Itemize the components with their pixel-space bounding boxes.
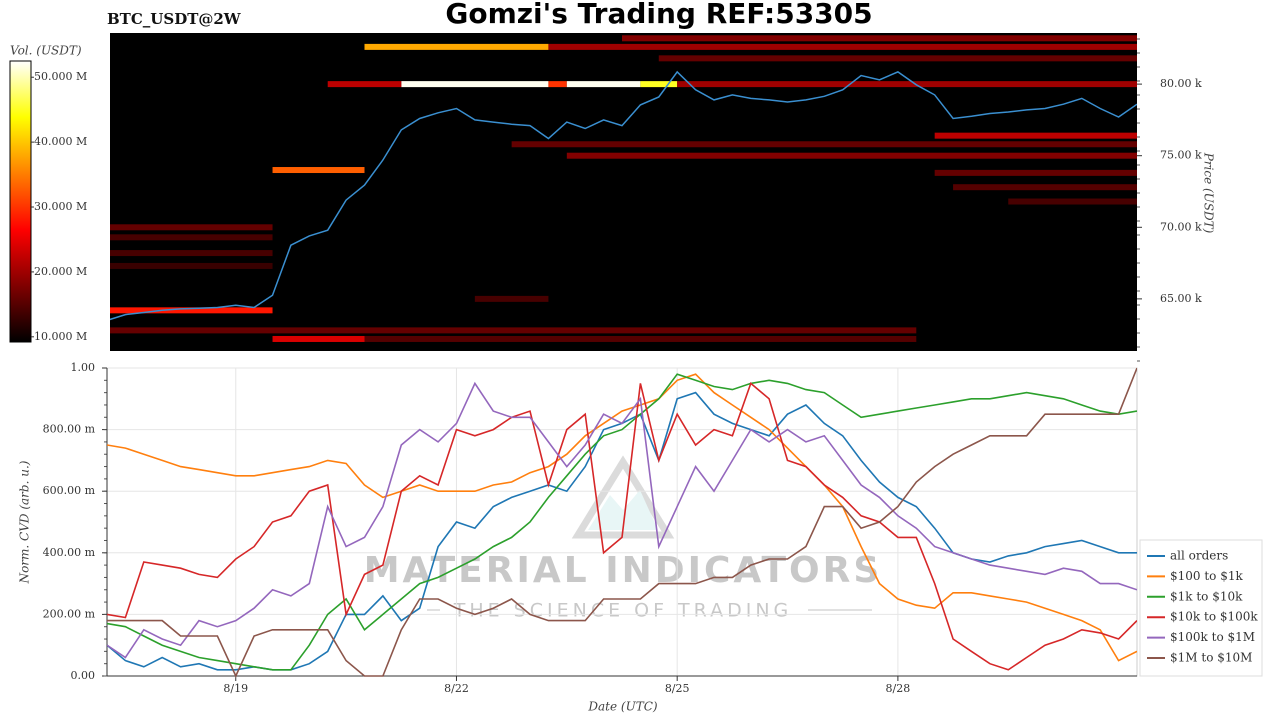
heatmap-cell — [272, 335, 365, 342]
y-tick-label: 65.00 k — [1160, 292, 1202, 305]
heatmap-cell — [364, 43, 549, 50]
colorbar-tick-label: 10.000 M — [34, 330, 87, 343]
y-tick-label: 70.00 k — [1160, 220, 1202, 233]
colorbar — [9, 60, 32, 343]
x-tick-label: 8/28 — [886, 682, 911, 695]
y-tick-label: 200.00 m — [43, 607, 96, 620]
heatmap-cell — [110, 327, 917, 334]
heatmap-cell — [1008, 198, 1137, 205]
legend — [1139, 539, 1263, 677]
heatmap-cell — [110, 307, 273, 314]
cvd-line — [107, 381, 1137, 659]
legend-label: $100 to $1k — [1170, 569, 1243, 583]
y-tick-label: 80.00 k — [1160, 77, 1202, 90]
heatmap-cell — [566, 152, 1137, 159]
heatmap-cell — [548, 81, 567, 88]
heatmap-cell — [364, 335, 917, 342]
cvd-line — [107, 373, 1137, 671]
legend-label: $1M to $10M — [1170, 651, 1252, 665]
legend-label: $100k to $1M — [1170, 630, 1255, 644]
y-tick-label: 400.00 m — [43, 546, 96, 559]
series-lines — [107, 367, 1137, 678]
heatmap-cell — [658, 55, 1137, 62]
heatmap-cell — [548, 43, 1137, 50]
cvd-line — [107, 382, 1137, 671]
heatmap-cell — [640, 81, 678, 88]
colorbar-label: Vol. (USDT) — [10, 44, 82, 58]
y-tick-label: 1.00 — [71, 361, 96, 374]
colorbar-tick-label: 50.000 M — [34, 70, 87, 83]
heatmap-cell — [110, 234, 273, 241]
legend-label: $10k to $100k — [1170, 610, 1258, 624]
chart-title: Gomzi's Trading REF:53305 — [445, 0, 872, 30]
colorbar-tick-label: 40.000 M — [34, 135, 87, 148]
heatmap-cell — [110, 224, 273, 231]
heatmap-cell — [622, 35, 1137, 42]
heatmap-cell — [474, 295, 549, 302]
colorbar-tick-label: 20.000 M — [34, 265, 87, 278]
watermark-title: MATERIAL INDICATORS — [364, 550, 883, 591]
y-axis-label: Norm. CVD (arb. u.) — [18, 460, 32, 584]
heatmap-cell — [934, 132, 1137, 139]
x-axis-label: Date (UTC) — [587, 700, 657, 714]
heatmap-cell — [110, 262, 273, 269]
subtitle: BTC_USDT@2W — [107, 10, 242, 28]
x-tick-label: 8/19 — [223, 682, 248, 695]
colorbar-tick-label: 30.000 M — [34, 200, 87, 213]
heatmap-cell — [934, 169, 1137, 176]
heatmap-cell — [110, 250, 273, 257]
plot-area — [106, 367, 1138, 677]
heatmap-cell — [677, 81, 1137, 88]
legend-label: all orders — [1170, 549, 1228, 563]
x-tick-label: 8/25 — [665, 682, 690, 695]
cvd-line — [107, 367, 1137, 678]
x-tick-label: 8/22 — [444, 682, 469, 695]
heatmap-cell — [953, 184, 1137, 191]
heatmap-cell — [401, 81, 549, 88]
heatmap-background — [110, 33, 1137, 351]
legend-label: $1k to $10k — [1170, 589, 1243, 603]
y-tick-label: 800.00 m — [43, 423, 96, 436]
heatmap-cells — [110, 35, 1137, 342]
y-tick-label: 0.00 — [71, 669, 96, 682]
price-line — [110, 70, 1137, 321]
heatmap-cell — [327, 81, 402, 88]
y-axis-label: Price (USDT) — [1202, 152, 1216, 234]
y-tick-label: 600.00 m — [43, 484, 96, 497]
y-tick-label: 75.00 k — [1160, 149, 1202, 162]
heatmap-cell — [566, 81, 641, 88]
heatmap-cell — [272, 167, 365, 174]
cvd-line — [107, 373, 1137, 662]
heatmap-cell — [511, 141, 1137, 148]
